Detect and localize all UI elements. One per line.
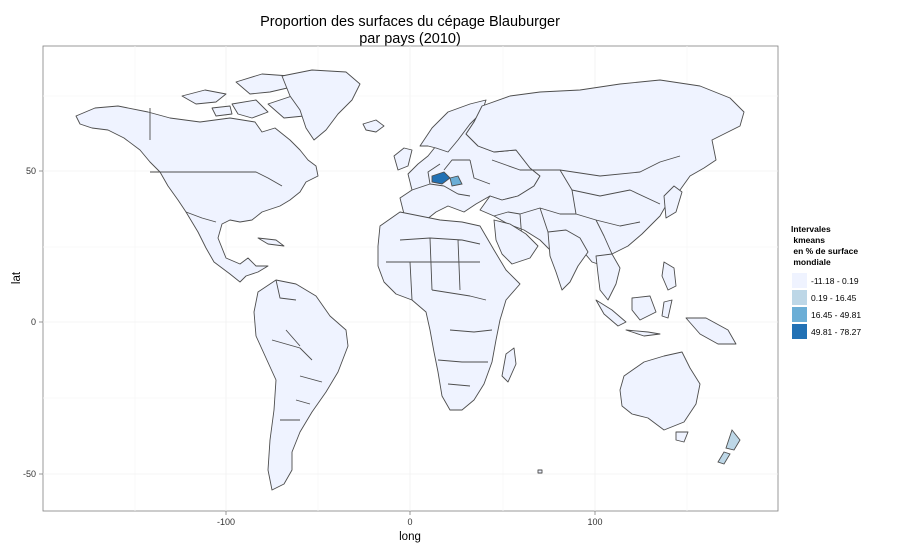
legend-swatch	[791, 323, 808, 340]
x-tick-label: -100	[217, 517, 235, 527]
legend-label: 49.81 - 78.27	[811, 326, 862, 337]
country-uk	[393, 147, 413, 171]
country-canada-usa-border	[149, 108, 283, 187]
country-russia-border	[491, 155, 681, 205]
country-kerguelen	[537, 469, 543, 474]
country-arabia	[493, 219, 539, 265]
y-tick-label: -50	[23, 469, 36, 479]
country-sumatra	[595, 299, 627, 327]
country-iceland	[362, 119, 385, 133]
legend-item: 16.45 - 49.81	[791, 306, 896, 323]
legend-swatch	[791, 272, 808, 289]
x-tick-label: 0	[407, 517, 412, 527]
countries	[75, 69, 745, 491]
legend-label: -11.18 - 0.19	[811, 275, 859, 286]
country-madagascar	[501, 347, 517, 383]
x-axis-title: long	[399, 531, 421, 543]
country-new-guinea	[685, 317, 737, 345]
legend-item: 0.19 - 16.45	[791, 289, 896, 306]
country-africa	[377, 211, 521, 411]
country-south-america	[253, 279, 349, 491]
country-tasmania	[675, 431, 689, 443]
country-cuba	[257, 237, 285, 247]
country-arctic-islands-3	[231, 99, 269, 119]
country-europe-borders	[411, 159, 491, 197]
country-sulawesi	[661, 299, 673, 319]
country-arctic-islands-5	[211, 105, 233, 117]
country-japan	[663, 185, 683, 219]
country-india	[547, 229, 589, 291]
highlighted-countries	[431, 171, 741, 465]
x-tick-label: 100	[587, 517, 602, 527]
legend-title: Intervales kmeans en % de surface mondia…	[791, 224, 859, 267]
map-title: Proportion des surfaces du cépage Blaubu…	[260, 14, 560, 47]
legend-item: -11.18 - 0.19	[791, 272, 896, 289]
country-austria	[431, 171, 451, 185]
country-java	[625, 329, 661, 337]
country-china-border	[571, 189, 641, 255]
country-arctic-islands-1	[181, 89, 227, 105]
country-mexico-border	[185, 211, 217, 223]
country-africa-borders	[386, 237, 493, 387]
country-hungary	[449, 175, 463, 187]
country-greenland	[281, 69, 361, 141]
legend-label: 0.19 - 16.45	[811, 292, 857, 303]
country-new-zealand	[717, 429, 741, 465]
y-tick-label: 50	[26, 166, 36, 176]
axis-ticks	[39, 170, 596, 515]
y-axis-title: lat	[11, 271, 23, 284]
legend-swatch	[791, 289, 808, 306]
legend-label: 16.45 - 49.81	[811, 309, 862, 320]
country-indochina	[595, 253, 621, 301]
legend: Intervales kmeans en % de surface mondia…	[791, 224, 896, 340]
y-tick-label: 0	[31, 317, 36, 327]
legend-item: 49.81 - 78.27	[791, 323, 896, 340]
country-australia	[619, 351, 701, 431]
country-south-america-borders	[271, 279, 323, 421]
country-borneo	[631, 295, 657, 321]
country-north-america	[75, 105, 319, 283]
legend-swatch	[791, 306, 808, 323]
country-philippines	[661, 261, 677, 291]
